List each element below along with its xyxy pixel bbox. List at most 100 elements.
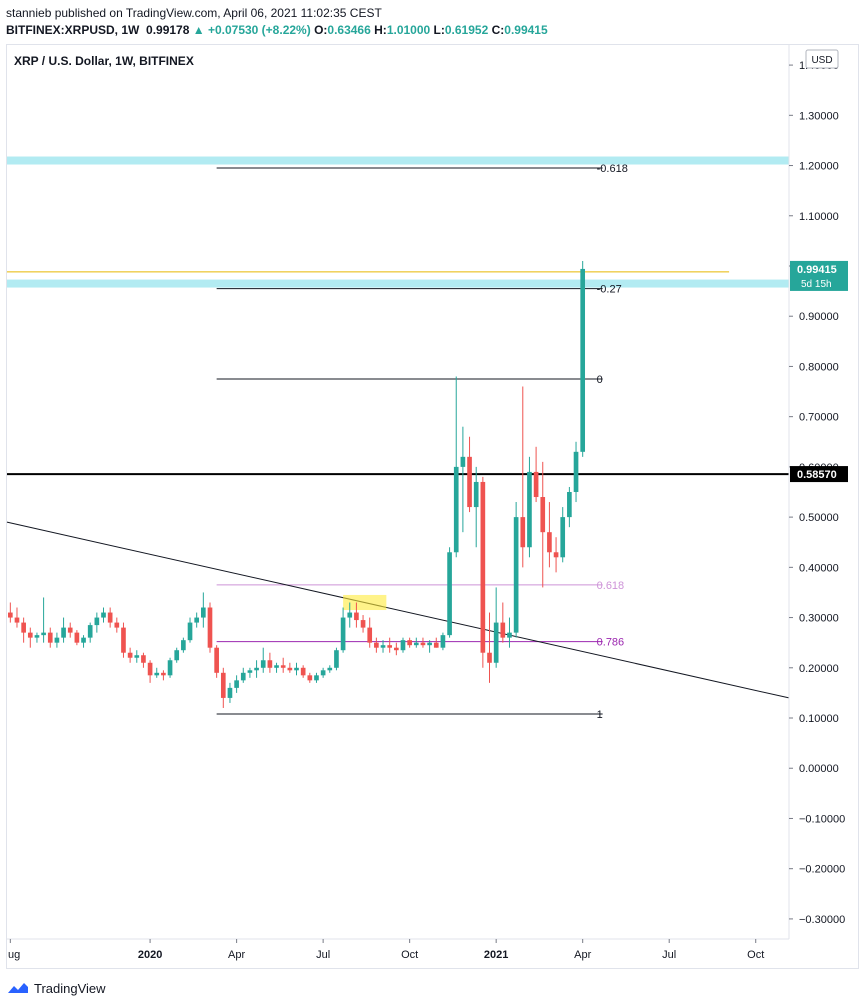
candle bbox=[227, 682, 233, 703]
candle bbox=[453, 376, 459, 558]
time-tick-label: Jul bbox=[662, 949, 676, 961]
candle-body bbox=[493, 622, 499, 663]
candle bbox=[500, 602, 506, 643]
candle bbox=[87, 622, 93, 643]
candle-body bbox=[314, 675, 319, 681]
candle-body bbox=[227, 687, 233, 698]
candle-body bbox=[520, 517, 526, 548]
candle-body bbox=[14, 617, 20, 623]
candle-body bbox=[553, 552, 559, 558]
candle-body bbox=[460, 456, 466, 467]
candle-body bbox=[453, 466, 459, 553]
candle-body bbox=[254, 667, 259, 671]
high-label: H: bbox=[374, 23, 387, 37]
footer-brand: TradingView bbox=[34, 980, 106, 996]
time-tick-label: Apr bbox=[228, 949, 245, 961]
candle bbox=[513, 502, 519, 638]
chart-header: stannieb published on TradingView.com, A… bbox=[6, 5, 548, 39]
candle bbox=[580, 260, 586, 457]
countdown-label: 5d 15h bbox=[801, 279, 832, 290]
candle bbox=[107, 607, 113, 628]
candle-body bbox=[7, 612, 13, 618]
candle bbox=[247, 667, 253, 678]
candle-body bbox=[207, 607, 213, 648]
candle bbox=[467, 436, 472, 513]
candle-body bbox=[220, 672, 226, 698]
last-price: 0.99178 bbox=[146, 23, 190, 37]
candle-body bbox=[181, 640, 186, 651]
candle bbox=[27, 627, 33, 648]
candle bbox=[134, 650, 140, 663]
time-axis: ug 2020 Apr Jul Oct 2021 Apr Jul Oct bbox=[7, 938, 789, 961]
price-tick-label: 1.10000 bbox=[799, 211, 839, 223]
candle bbox=[274, 662, 279, 673]
candle-body bbox=[320, 670, 326, 676]
candle bbox=[161, 670, 166, 681]
candle-body bbox=[294, 667, 299, 671]
candle bbox=[21, 617, 26, 643]
fib-label-0: -0.618 bbox=[597, 163, 628, 175]
candle-body bbox=[107, 612, 113, 623]
candle bbox=[380, 640, 386, 653]
candle-body bbox=[387, 645, 393, 648]
candle bbox=[127, 647, 133, 663]
price-tick-label: 0.80000 bbox=[799, 361, 839, 373]
candle-body bbox=[360, 620, 366, 628]
candle-body bbox=[447, 552, 452, 636]
candle bbox=[34, 632, 40, 643]
support-price-tag bbox=[790, 466, 848, 483]
current-price-label: 0.99415 bbox=[797, 264, 837, 276]
price-tick-label: 0.30000 bbox=[799, 613, 839, 625]
price-tick-label: −0.20000 bbox=[799, 864, 845, 876]
candle-body bbox=[327, 667, 333, 671]
candle bbox=[207, 602, 213, 653]
candle bbox=[394, 642, 399, 656]
candle bbox=[553, 537, 559, 573]
price-axis: 1.400001.300001.200001.100001.000000.900… bbox=[788, 44, 848, 939]
candle bbox=[533, 446, 539, 503]
currency-label: USD bbox=[811, 55, 832, 66]
open-label: O: bbox=[314, 23, 328, 37]
time-tick-label: Jul bbox=[316, 949, 330, 961]
price-tick-label: −0.30000 bbox=[799, 914, 845, 926]
candle-body bbox=[280, 665, 286, 668]
candle-body bbox=[473, 481, 479, 508]
fibonacci-levels: -0.618 -0.27 0 0.618 0.786 1 bbox=[216, 163, 628, 721]
candle-body bbox=[167, 660, 173, 676]
candle bbox=[220, 667, 226, 708]
candle-body bbox=[247, 670, 253, 673]
support-price-label: 0.58570 bbox=[797, 469, 837, 481]
fib-label-1: -0.27 bbox=[597, 284, 622, 296]
candle-body bbox=[21, 622, 26, 633]
time-tick-label: ug bbox=[8, 949, 20, 961]
candle-body bbox=[347, 612, 353, 618]
chart-frame[interactable] bbox=[6, 44, 859, 969]
candle-body bbox=[420, 642, 426, 646]
candle bbox=[81, 635, 86, 648]
candle bbox=[567, 486, 572, 528]
candle bbox=[493, 587, 499, 668]
candle-body bbox=[67, 627, 73, 633]
candle-body bbox=[580, 268, 586, 452]
candle-body bbox=[440, 635, 446, 648]
candle bbox=[547, 502, 552, 568]
candle-body bbox=[260, 660, 266, 668]
symbol-label: BITFINEX:XRPUSD, 1W bbox=[6, 23, 140, 37]
candle-body bbox=[267, 660, 273, 668]
candle-body bbox=[74, 632, 80, 643]
price-tick-label: 1.20000 bbox=[799, 161, 839, 173]
candle bbox=[427, 640, 432, 653]
candle bbox=[47, 627, 53, 648]
candle-body bbox=[400, 640, 406, 651]
candle bbox=[121, 622, 126, 658]
candle-body bbox=[380, 645, 386, 648]
candle-body bbox=[533, 471, 539, 498]
candle bbox=[413, 637, 419, 648]
candle bbox=[167, 657, 173, 678]
candle-body bbox=[274, 665, 279, 668]
currency-button[interactable]: USD bbox=[805, 49, 839, 69]
candle-body bbox=[147, 662, 153, 676]
candle bbox=[41, 597, 46, 643]
candle bbox=[460, 426, 466, 533]
